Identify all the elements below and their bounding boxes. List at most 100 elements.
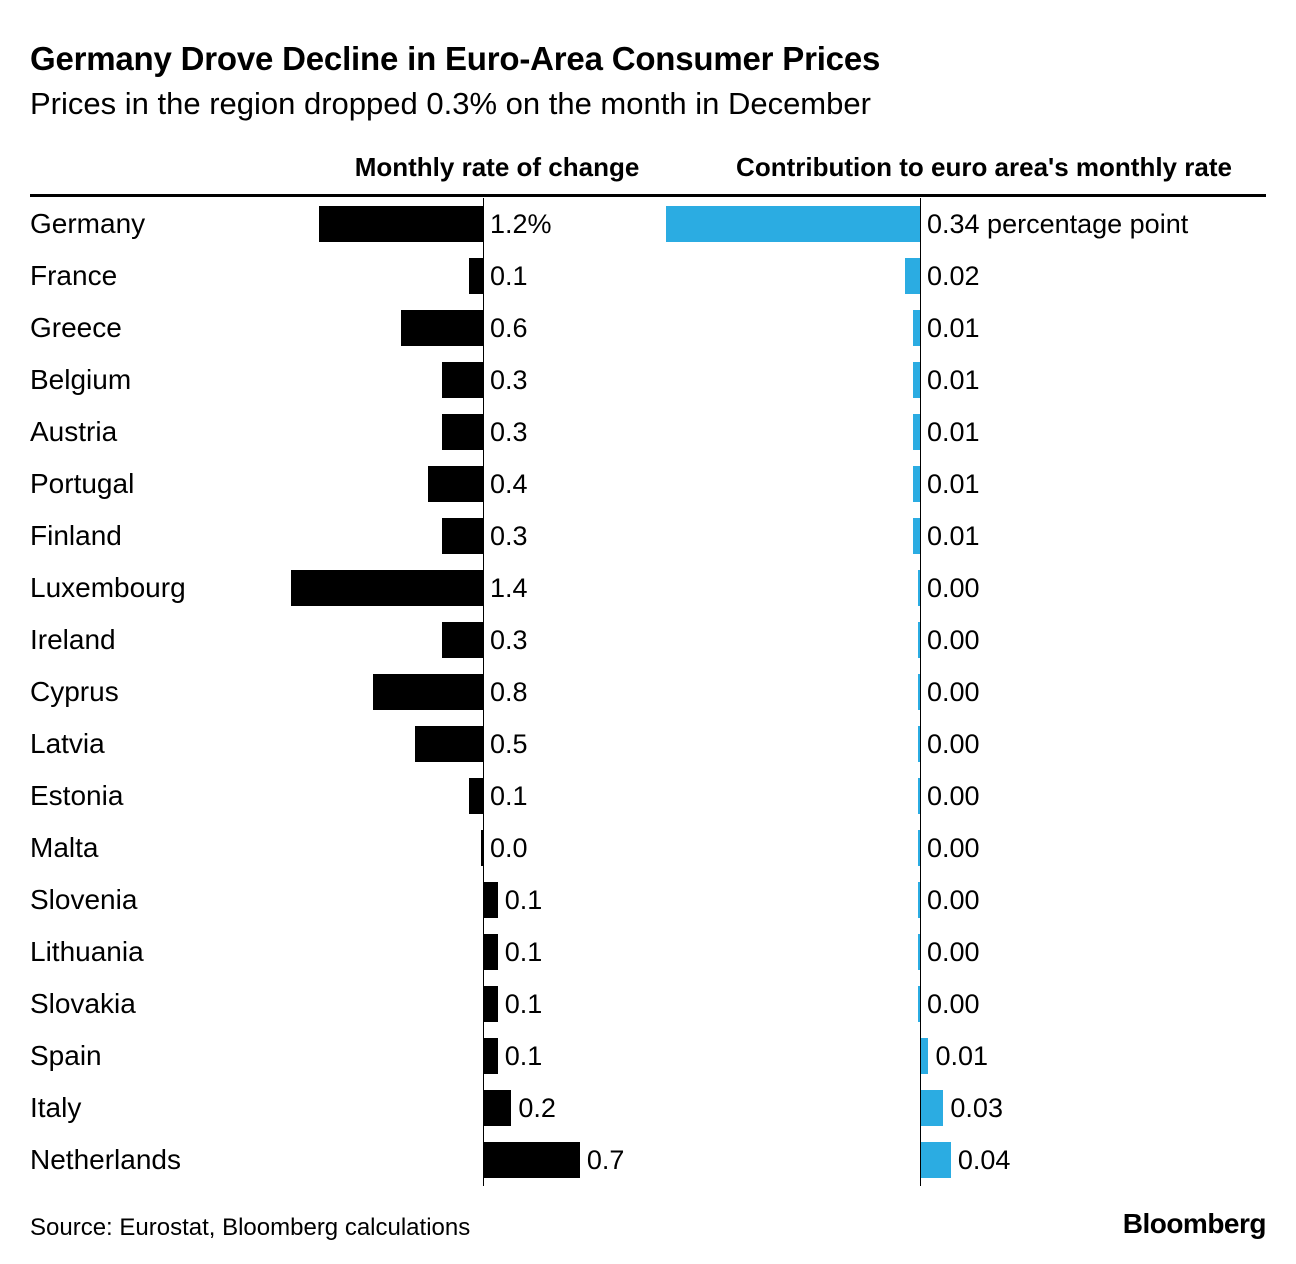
country-label: Cyprus (30, 676, 119, 707)
monthly-bar (414, 726, 483, 762)
monthly-bar (373, 674, 483, 710)
monthly-value-label: 0.1 (504, 885, 543, 915)
monthly-value-label: 0.0 (490, 833, 528, 863)
monthly-bar (469, 778, 483, 814)
monthly-bar (400, 310, 483, 346)
country-label: Portugal (30, 468, 135, 499)
contribution-value-label: 0.01 (927, 365, 980, 395)
contribution-bar (918, 570, 920, 606)
chart-subtitle: Prices in the region dropped 0.3% on the… (30, 86, 871, 121)
contribution-value-label: 0.04 (957, 1145, 1011, 1175)
chart-row: Austria 0.3 0.01 (0, 406, 1296, 458)
dual-bar-chart: Germany 1.2% 0.34 percentage point France 0.… (0, 198, 1296, 1186)
chart-title: Germany Drove Decline in Euro-Area Consu… (30, 40, 881, 77)
chart-row: Slovenia 0.1 0.00 (0, 874, 1296, 926)
contribution-bar (918, 986, 920, 1022)
chart-row: Germany 1.2% 0.34 percentage point (0, 198, 1296, 250)
country-label: Slovenia (30, 884, 138, 915)
contribution-bar (918, 830, 920, 866)
monthly-bar (484, 882, 498, 918)
monthly-value-label: 0.2 (518, 1093, 556, 1123)
contribution-value-label: 0.00 (927, 729, 980, 759)
contribution-value-label: 0.00 (927, 677, 980, 707)
contribution-bar (912, 414, 920, 450)
chart-row: Portugal 0.4 0.01 (0, 458, 1296, 510)
contribution-value-label: 0.01 (927, 469, 980, 499)
monthly-value-label: 1.2% (490, 209, 552, 239)
contribution-value-label: 0.03 (950, 1093, 1003, 1123)
monthly-value-label: 0.3 (490, 417, 528, 447)
monthly-value-label: 0.4 (490, 469, 528, 499)
monthly-bar (484, 1090, 512, 1126)
monthly-value-label: 0.1 (490, 781, 528, 811)
country-label: Spain (30, 1040, 102, 1071)
monthly-value-label: 0.6 (490, 313, 528, 343)
country-label: Finland (30, 520, 122, 551)
contribution-bar (921, 1038, 929, 1074)
monthly-bar (441, 362, 483, 398)
contribution-value-label: 0.00 (927, 573, 980, 603)
monthly-bar (441, 414, 483, 450)
contribution-bar (666, 206, 920, 242)
contribution-value-label: 0.00 (927, 885, 980, 915)
monthly-bar (484, 934, 498, 970)
chart-row: France 0.1 0.02 (0, 250, 1296, 302)
monthly-value-label: 1.4 (490, 573, 528, 603)
chart-row: Cyprus 0.8 0.00 (0, 666, 1296, 718)
country-label: Estonia (30, 780, 124, 811)
monthly-value-label: 0.8 (490, 677, 528, 707)
chart-row: Finland 0.3 0.01 (0, 510, 1296, 562)
contribution-bar (918, 778, 920, 814)
chart-row: Italy 0.2 0.03 (0, 1082, 1296, 1134)
right-chart-axis-line (920, 198, 921, 1186)
chart-row: Spain 0.1 0.01 (0, 1030, 1296, 1082)
contribution-value-label: 0.01 (927, 521, 980, 551)
chart-row: Lithuania 0.1 0.00 (0, 926, 1296, 978)
left-chart-axis-line (483, 198, 484, 1186)
monthly-value-label: 0.1 (504, 937, 543, 967)
monthly-value-label: 0.7 (586, 1145, 625, 1175)
chart-row: Belgium 0.3 0.01 (0, 354, 1296, 406)
country-label: Slovakia (30, 988, 136, 1019)
contribution-value-label: 0.01 (927, 313, 980, 343)
source-note: Source: Eurostat, Bloomberg calculations (30, 1214, 471, 1241)
contribution-value-label: 0.00 (927, 937, 980, 967)
monthly-bar (484, 986, 498, 1022)
contribution-bar (912, 362, 920, 398)
monthly-bar (469, 258, 483, 294)
contribution-value-label: 0.01 (927, 417, 980, 447)
country-label: Malta (30, 832, 99, 863)
contribution-bar (921, 1142, 951, 1178)
monthly-bar (484, 1038, 498, 1074)
contribution-value-label: 0.00 (927, 781, 980, 811)
country-label: Luxembourg (30, 572, 186, 603)
monthly-bar (428, 466, 483, 502)
monthly-bar (484, 1142, 580, 1178)
country-label: Latvia (30, 728, 105, 759)
country-label: Italy (30, 1092, 82, 1123)
country-label: Austria (30, 416, 118, 447)
monthly-bar (441, 518, 483, 554)
monthly-bar (291, 570, 483, 606)
contribution-bar (912, 310, 920, 346)
bloomberg-logo: Bloomberg (1122, 1208, 1267, 1239)
contribution-bar (912, 466, 920, 502)
header-divider-rule (30, 194, 1266, 197)
contribution-value-label: 0.00 (927, 833, 980, 863)
monthly-value-label: 0.1 (504, 989, 543, 1019)
chart-row: Netherlands 0.7 0.04 (0, 1134, 1296, 1186)
country-label: Greece (30, 312, 122, 343)
chart-row: Luxembourg 1.4 0.00 (0, 562, 1296, 614)
contribution-value-label: 0.01 (935, 1041, 989, 1071)
chart-row: Estonia 0.1 0.00 (0, 770, 1296, 822)
monthly-value-label: 0.1 (504, 1041, 543, 1071)
country-label: Germany (30, 208, 146, 239)
country-label: Netherlands (30, 1144, 181, 1175)
contribution-value-label: 0.00 (927, 989, 980, 1019)
country-label: Lithuania (30, 936, 144, 967)
monthly-value-label: 0.3 (490, 625, 528, 655)
monthly-value-label: 0.3 (490, 521, 528, 551)
monthly-bar (441, 622, 483, 658)
country-label: Belgium (30, 364, 132, 395)
contribution-bar (918, 934, 920, 970)
